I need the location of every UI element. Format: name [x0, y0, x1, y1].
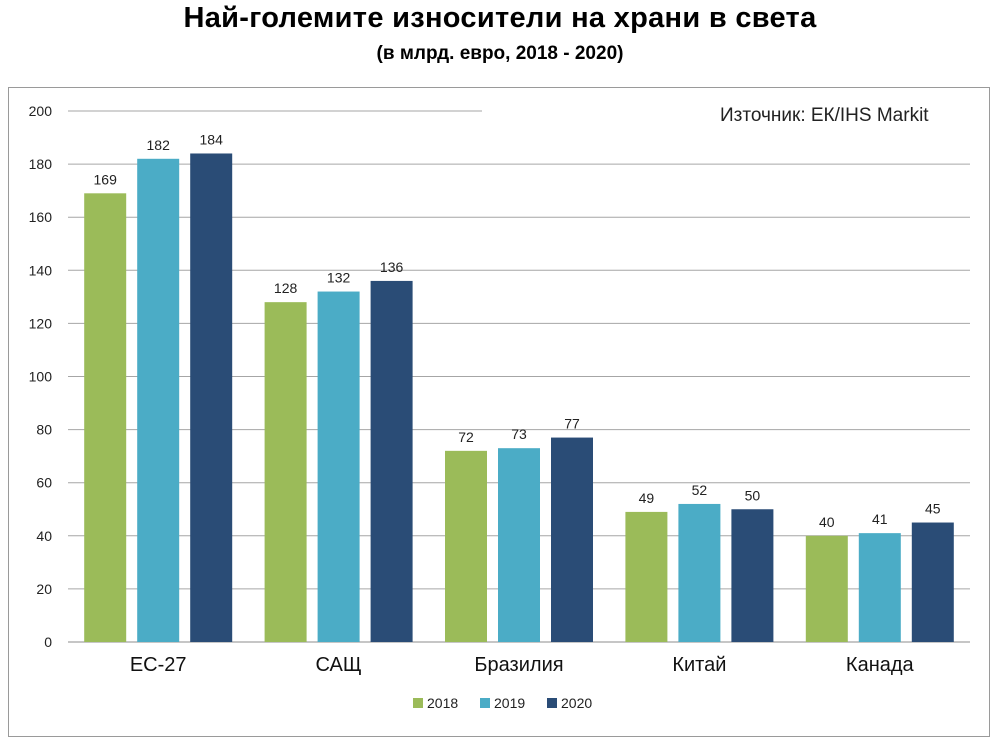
bar [498, 448, 540, 642]
y-tick-label: 140 [29, 262, 53, 278]
data-label: 132 [327, 270, 351, 286]
y-tick-label: 200 [29, 103, 53, 119]
y-tick-label: 0 [44, 634, 52, 650]
category-label: САЩ [316, 654, 362, 676]
y-tick-label: 160 [29, 209, 53, 225]
y-tick-label: 180 [29, 156, 53, 172]
data-label: 169 [94, 171, 118, 187]
data-label: 45 [925, 501, 941, 517]
bar [805, 535, 848, 642]
legend-label: 2019 [494, 695, 525, 711]
bar [911, 522, 954, 642]
category-label: Китай [672, 654, 726, 676]
data-label: 73 [511, 426, 527, 442]
data-label: 182 [147, 137, 171, 153]
bar [858, 533, 901, 642]
data-label: 72 [458, 429, 474, 445]
data-label: 49 [639, 490, 655, 506]
data-label: 136 [380, 259, 404, 275]
bar [551, 437, 593, 642]
bar [370, 280, 413, 642]
bar [445, 450, 487, 642]
category-label: Канада [846, 654, 915, 676]
data-label: 50 [745, 487, 761, 503]
data-label: 40 [819, 514, 835, 530]
category-label: Бразилия [474, 654, 563, 676]
chart-title: Най-големите износители на храни в света [183, 2, 817, 34]
bar [625, 511, 668, 642]
bar [264, 302, 307, 642]
bar [84, 193, 127, 642]
y-tick-label: 60 [36, 475, 52, 491]
data-label: 41 [872, 511, 888, 527]
y-tick-label: 40 [36, 528, 52, 544]
bar [317, 291, 360, 642]
category-label: ЕС-27 [130, 654, 187, 676]
data-label: 77 [564, 416, 580, 432]
data-label: 128 [274, 280, 298, 296]
bar [731, 509, 774, 642]
legend-swatch [547, 698, 557, 708]
legend-swatch [413, 698, 423, 708]
legend-swatch [480, 698, 490, 708]
data-label: 184 [200, 131, 224, 147]
y-tick-label: 100 [29, 369, 53, 385]
chart-subtitle: (в млрд. евро, 2018 - 2020) [376, 43, 624, 64]
source-note: Източник: ЕК/IHS Markit [720, 105, 929, 126]
bar [190, 153, 233, 643]
legend-label: 2018 [427, 695, 458, 711]
data-label: 52 [692, 482, 708, 498]
bar [137, 158, 180, 643]
y-tick-label: 20 [36, 581, 52, 597]
y-tick-label: 120 [29, 315, 53, 331]
legend-label: 2020 [561, 695, 592, 711]
bar [678, 503, 721, 642]
y-tick-label: 80 [36, 422, 52, 438]
